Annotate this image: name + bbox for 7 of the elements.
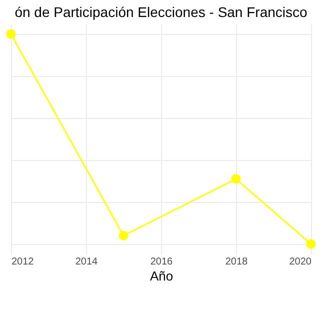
x-axis-title: Año — [150, 268, 174, 284]
x-tick-label: 2016 — [150, 256, 174, 268]
x-tick-label: 2018 — [225, 256, 248, 268]
chart-title: ón de Participación Elecciones - San Francisco — [14, 4, 308, 20]
x-tick-label: 2014 — [75, 256, 98, 268]
x-tick-label: 2020 — [289, 256, 312, 268]
x-tick-label: 2012 — [12, 256, 34, 268]
